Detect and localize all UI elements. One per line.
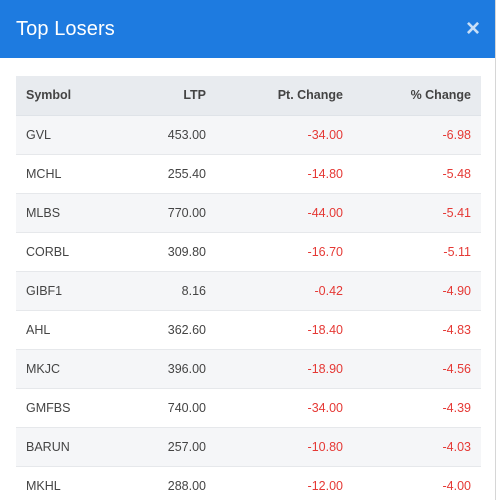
- table-header: Symbol LTP Pt. Change % Change: [16, 76, 481, 116]
- cell-ltp: 309.80: [134, 232, 206, 272]
- cell-ltp: 8.16: [134, 271, 206, 311]
- modal-title: Top Losers: [16, 17, 115, 40]
- cell-pct-change: -5.48: [343, 154, 481, 194]
- cell-ltp: 255.40: [134, 154, 206, 194]
- cell-pct-change: -5.41: [343, 193, 481, 233]
- cell-ltp: 770.00: [134, 193, 206, 233]
- column-header-ltp[interactable]: LTP: [134, 76, 206, 116]
- cell-pct-change: -4.90: [343, 271, 481, 311]
- cell-pt-change: -34.00: [206, 388, 343, 428]
- cell-pt-change: -16.70: [206, 232, 343, 272]
- table-row[interactable]: GIBF1 8.16 -0.42 -4.90: [16, 271, 481, 311]
- cell-ltp: 362.60: [134, 310, 206, 350]
- cell-ltp: 288.00: [134, 466, 206, 500]
- cell-ltp: 396.00: [134, 349, 206, 389]
- cell-pct-change: -4.56: [343, 349, 481, 389]
- cell-symbol: GMFBS: [16, 388, 134, 428]
- cell-pt-change: -10.80: [206, 427, 343, 467]
- cell-symbol: GVL: [16, 115, 134, 155]
- cell-pct-change: -4.03: [343, 427, 481, 467]
- cell-pct-change: -5.11: [343, 232, 481, 272]
- cell-symbol: MLBS: [16, 193, 134, 233]
- cell-pct-change: -4.00: [343, 466, 481, 500]
- cell-pct-change: -4.83: [343, 310, 481, 350]
- table-row[interactable]: GVL 453.00 -34.00 -6.98: [16, 115, 481, 155]
- close-icon[interactable]: ×: [465, 15, 480, 42]
- cell-pct-change: -4.39: [343, 388, 481, 428]
- cell-pt-change: -14.80: [206, 154, 343, 194]
- losers-table: Symbol LTP Pt. Change % Change GVL 453.0…: [16, 76, 481, 500]
- table-row[interactable]: MCHL 255.40 -14.80 -5.48: [16, 154, 481, 194]
- cell-pt-change: -18.40: [206, 310, 343, 350]
- cell-symbol: AHL: [16, 310, 134, 350]
- table-row[interactable]: AHL 362.60 -18.40 -4.83: [16, 310, 481, 350]
- column-header-pt-change[interactable]: Pt. Change: [206, 76, 343, 116]
- table-row[interactable]: GMFBS 740.00 -34.00 -4.39: [16, 388, 481, 428]
- cell-symbol: CORBL: [16, 232, 134, 272]
- table-row[interactable]: CORBL 309.80 -16.70 -5.11: [16, 232, 481, 272]
- modal-header: Top Losers ×: [0, 0, 495, 58]
- cell-symbol: MKJC: [16, 349, 134, 389]
- cell-symbol: GIBF1: [16, 271, 134, 311]
- table-row[interactable]: MKHL 288.00 -12.00 -4.00: [16, 466, 481, 500]
- cell-pt-change: -44.00: [206, 193, 343, 233]
- cell-symbol: BARUN: [16, 427, 134, 467]
- table-header-row: Symbol LTP Pt. Change % Change: [16, 76, 481, 116]
- cell-pt-change: -12.00: [206, 466, 343, 500]
- cell-ltp: 740.00: [134, 388, 206, 428]
- cell-ltp: 453.00: [134, 115, 206, 155]
- table-row[interactable]: BARUN 257.00 -10.80 -4.03: [16, 427, 481, 467]
- column-header-symbol[interactable]: Symbol: [16, 76, 134, 116]
- column-header-pct-change[interactable]: % Change: [343, 76, 481, 116]
- cell-pt-change: -18.90: [206, 349, 343, 389]
- table-row[interactable]: MKJC 396.00 -18.90 -4.56: [16, 349, 481, 389]
- cell-ltp: 257.00: [134, 427, 206, 467]
- table-body: GVL 453.00 -34.00 -6.98 MCHL 255.40 -14.…: [16, 115, 481, 500]
- cell-pt-change: -0.42: [206, 271, 343, 311]
- table-row[interactable]: MLBS 770.00 -44.00 -5.41: [16, 193, 481, 233]
- cell-symbol: MCHL: [16, 154, 134, 194]
- modal-body: Symbol LTP Pt. Change % Change GVL 453.0…: [0, 58, 495, 500]
- cell-symbol: MKHL: [16, 466, 134, 500]
- cell-pct-change: -6.98: [343, 115, 481, 155]
- cell-pt-change: -34.00: [206, 115, 343, 155]
